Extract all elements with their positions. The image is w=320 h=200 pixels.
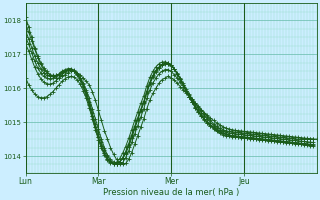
X-axis label: Pression niveau de la mer( hPa ): Pression niveau de la mer( hPa ) [103, 188, 239, 197]
